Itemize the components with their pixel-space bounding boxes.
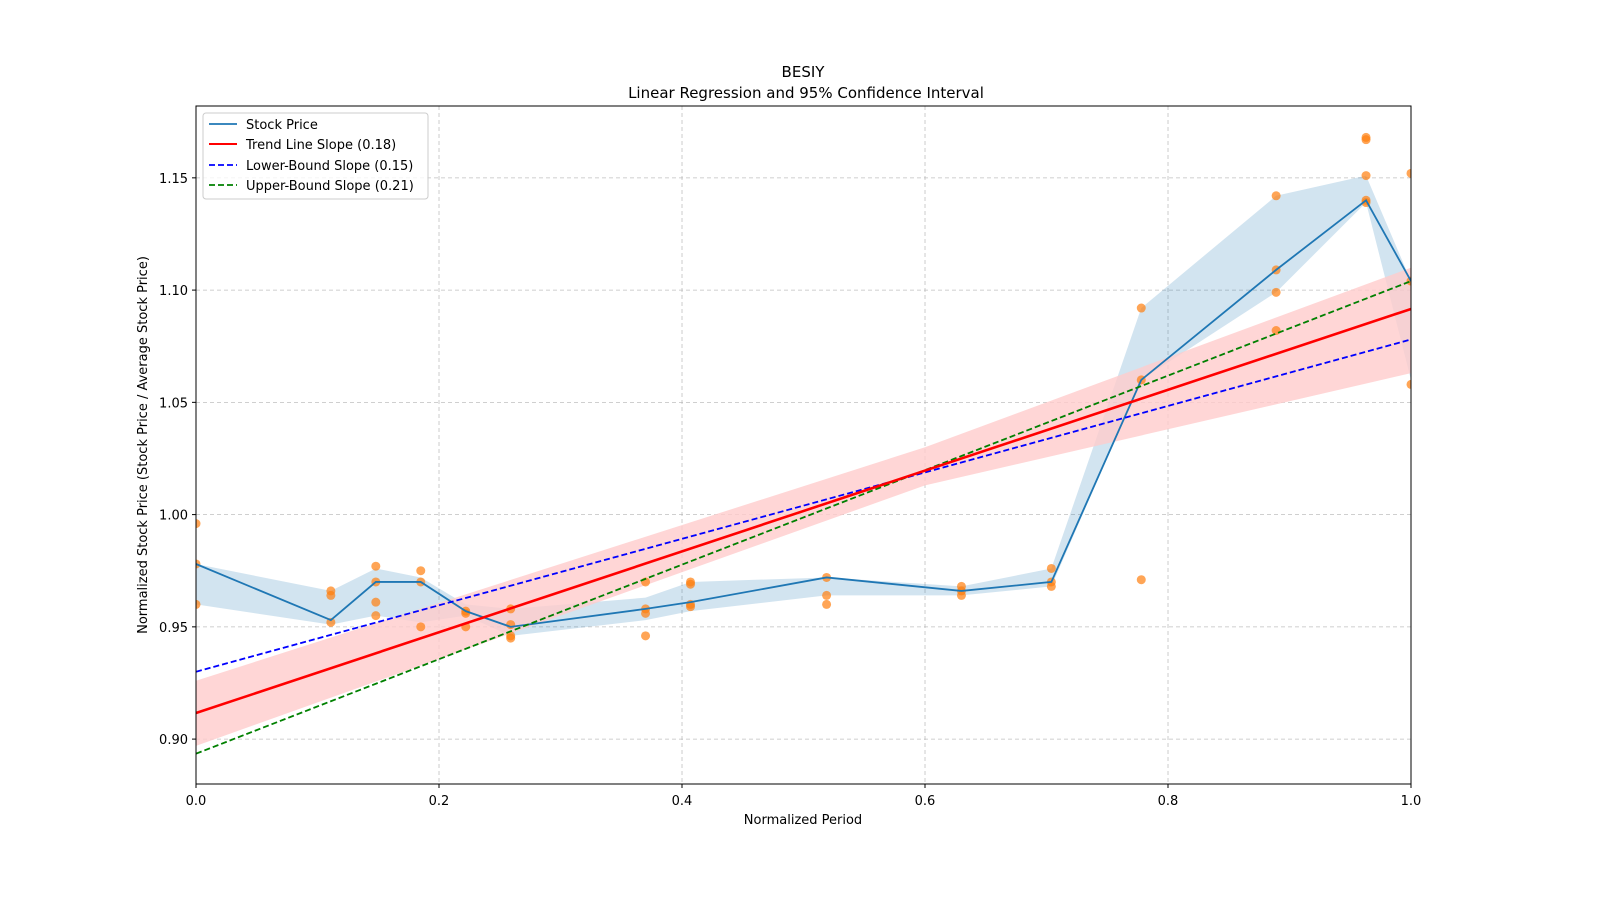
scatter-point xyxy=(1271,191,1281,201)
y-tick-label: 1.15 xyxy=(159,172,188,187)
lower-bound-line xyxy=(196,338,1411,673)
chart-title: BESIY xyxy=(782,63,826,81)
plot-area xyxy=(196,132,1411,755)
scatter-point xyxy=(1271,287,1281,297)
scatter-point xyxy=(371,561,381,571)
y-tick-label: 0.90 xyxy=(159,733,188,748)
scatter-point xyxy=(1046,563,1056,573)
scatter-point xyxy=(641,631,651,641)
scatter-point xyxy=(956,590,966,600)
x-tick-label: 0.0 xyxy=(186,794,207,809)
scatter-point xyxy=(1136,575,1146,585)
scatter-point xyxy=(822,599,832,609)
scatter-point xyxy=(371,611,381,621)
y-tick-label: 1.00 xyxy=(159,509,188,524)
stock-price-line xyxy=(196,198,1411,628)
scatter-point xyxy=(686,602,696,612)
upper-bound-line xyxy=(196,280,1411,755)
scatter-point xyxy=(506,633,516,643)
scatter-point xyxy=(686,579,696,589)
scatter-point xyxy=(1361,135,1371,145)
y-axis-label: Normalized Stock Price (Stock Price / Av… xyxy=(136,256,151,634)
scatter-point xyxy=(1406,168,1411,178)
scatter-point xyxy=(416,566,426,576)
legend-label-stock-price: Stock Price xyxy=(246,118,318,133)
scatter-point xyxy=(1136,303,1146,313)
x-tick-label: 0.8 xyxy=(1158,794,1179,809)
y-axis: 0.90 0.95 1.00 1.05 1.10 1.15 xyxy=(159,172,196,748)
legend-label-upper-bound: Upper-Bound Slope (0.21) xyxy=(246,179,414,194)
scatter-point xyxy=(822,590,832,600)
y-tick-label: 1.10 xyxy=(159,284,188,299)
axes-frame xyxy=(195,105,1412,785)
trend-line xyxy=(196,307,1411,715)
x-axis-label: Normalized Period xyxy=(744,813,862,828)
y-tick-label: 0.95 xyxy=(159,621,188,636)
scatter-point xyxy=(1406,379,1411,389)
scatter-point xyxy=(196,519,201,529)
scatter-point xyxy=(1046,581,1056,591)
x-axis: 0.0 0.2 0.4 0.6 0.8 1.0 xyxy=(186,784,1422,809)
x-tick-label: 0.2 xyxy=(429,794,450,809)
scatter-point xyxy=(1361,171,1371,181)
scatter-point xyxy=(196,599,201,609)
x-tick-label: 0.4 xyxy=(672,794,693,809)
chart-subtitle: Linear Regression and 95% Confidence Int… xyxy=(628,84,984,102)
x-tick-label: 0.6 xyxy=(915,794,936,809)
trend-confidence-band xyxy=(196,267,1411,746)
y-tick-label: 1.05 xyxy=(159,396,188,411)
x-tick-label: 1.0 xyxy=(1401,794,1422,809)
scatter-point xyxy=(416,622,426,632)
scatter-point xyxy=(641,608,651,618)
legend-label-lower-bound: Lower-Bound Slope (0.15) xyxy=(246,159,413,174)
scatter-point xyxy=(1271,326,1281,336)
stock-price-confidence-band xyxy=(196,175,1411,636)
scatter-point xyxy=(326,590,336,600)
scatter-point xyxy=(371,597,381,607)
legend-label-trend-line: Trend Line Slope (0.18) xyxy=(245,138,396,153)
legend-box xyxy=(202,112,429,200)
legend: Stock Price Trend Line Slope (0.18) Lowe… xyxy=(202,112,429,200)
